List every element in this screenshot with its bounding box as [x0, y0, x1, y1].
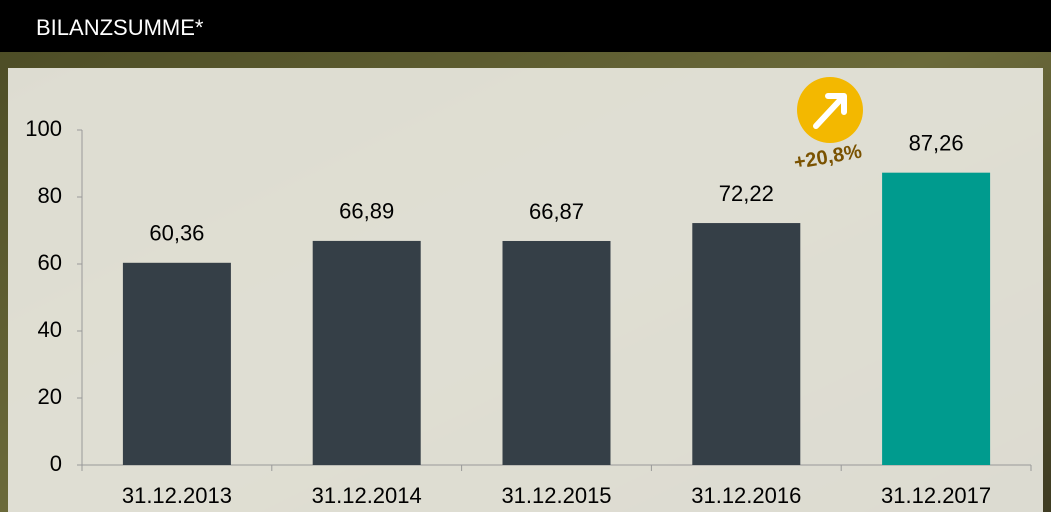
- value-label: 72,22: [719, 181, 774, 206]
- bar: [503, 241, 611, 465]
- chart-title: BILANZSUMME*: [36, 15, 204, 40]
- bar: [692, 223, 800, 465]
- bar: [882, 173, 990, 465]
- bar: [123, 263, 231, 465]
- bar: [313, 241, 421, 465]
- page: BILANZSUMME* +20,8% 02040608010031.12.20…: [0, 0, 1051, 512]
- value-label: 66,87: [529, 199, 584, 224]
- x-tick-label: 31.12.2015: [501, 483, 611, 508]
- x-tick-label: 31.12.2014: [312, 483, 422, 508]
- y-tick-label: 20: [38, 384, 62, 409]
- value-label: 66,89: [339, 199, 394, 224]
- y-tick-label: 60: [38, 250, 62, 275]
- x-tick-label: 31.12.2016: [691, 483, 801, 508]
- y-tick-label: 40: [38, 317, 62, 342]
- y-tick-label: 80: [38, 183, 62, 208]
- badge: [797, 77, 863, 143]
- value-label: 87,26: [909, 130, 964, 155]
- chart: BILANZSUMME* +20,8% 02040608010031.12.20…: [0, 0, 1051, 512]
- x-tick-label: 31.12.2013: [122, 483, 232, 508]
- x-tick-label: 31.12.2017: [881, 483, 991, 508]
- y-tick-label: 100: [25, 116, 62, 141]
- value-label: 60,36: [149, 221, 204, 246]
- y-tick-label: 0: [50, 451, 62, 476]
